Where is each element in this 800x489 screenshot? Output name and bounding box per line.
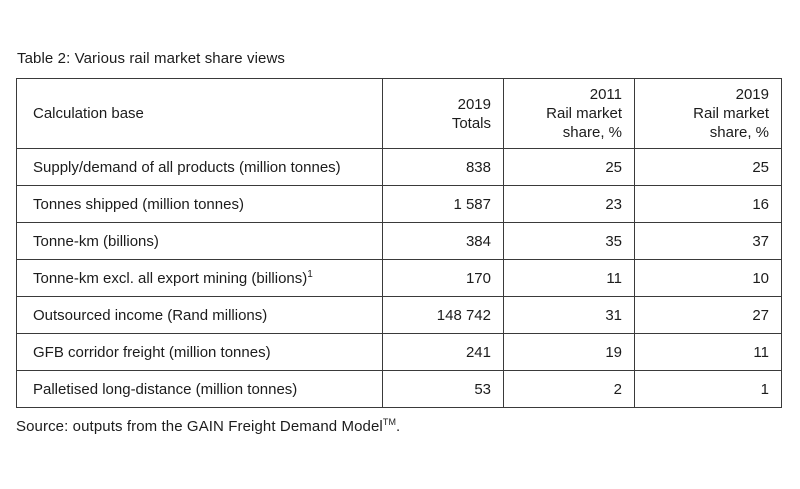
row-label-cell: GFB corridor freight (million tonnes) bbox=[16, 333, 383, 371]
footnote-marker: 1 bbox=[307, 268, 313, 280]
totals-2019-cell: 384 bbox=[382, 222, 504, 260]
table-row: Supply/demand of all products (million t… bbox=[16, 148, 782, 186]
share-2019-cell: 27 bbox=[634, 296, 782, 334]
table-caption: Table 2: Various rail market share views bbox=[17, 50, 285, 67]
totals-2019-cell: 241 bbox=[382, 333, 504, 371]
share-2019-cell: 11 bbox=[634, 333, 782, 371]
column-header-2011-rail-share: 2011 Rail market share, % bbox=[503, 78, 635, 149]
row-label: Palletised long-distance (million tonnes… bbox=[33, 380, 298, 398]
row-label-cell: Outsourced income (Rand millions) bbox=[16, 296, 383, 334]
share-2011-cell: 2 bbox=[503, 370, 635, 408]
table-row: Tonne-km excl. all export mining (billio… bbox=[16, 259, 782, 297]
table-row: Outsourced income (Rand millions) 148 74… bbox=[16, 296, 782, 334]
rail-market-share-table: Calculation base 2019 Totals 2011 Rail m… bbox=[16, 78, 782, 408]
share-2011-cell: 31 bbox=[503, 296, 635, 334]
row-label: Supply/demand of all products (million t… bbox=[33, 158, 341, 176]
totals-2019-cell: 170 bbox=[382, 259, 504, 297]
share-2011-cell: 23 bbox=[503, 185, 635, 223]
share-2011-cell: 25 bbox=[503, 148, 635, 186]
share-2019-cell: 10 bbox=[634, 259, 782, 297]
header-row: Calculation base 2019 Totals 2011 Rail m… bbox=[16, 78, 782, 149]
share-2019-cell: 1 bbox=[634, 370, 782, 408]
row-label-cell: Supply/demand of all products (million t… bbox=[16, 148, 383, 186]
row-label: Tonnes shipped (million tonnes) bbox=[33, 195, 244, 213]
source-text: Source: outputs from the GAIN Freight De… bbox=[16, 418, 383, 435]
table-row: Tonne-km (billions) 384 35 37 bbox=[16, 222, 782, 260]
row-label-cell: Palletised long-distance (million tonnes… bbox=[16, 370, 383, 408]
source-note: Source: outputs from the GAIN Freight De… bbox=[16, 417, 401, 436]
row-label: Tonne-km excl. all export mining (billio… bbox=[33, 269, 308, 287]
column-header-2019-totals: 2019 Totals bbox=[382, 78, 504, 149]
table-row: GFB corridor freight (million tonnes) 24… bbox=[16, 333, 782, 371]
share-2011-cell: 11 bbox=[503, 259, 635, 297]
totals-2019-cell: 53 bbox=[382, 370, 504, 408]
table-row: Palletised long-distance (million tonnes… bbox=[16, 370, 782, 408]
row-label-cell: Tonnes shipped (million tonnes) bbox=[16, 185, 383, 223]
row-label: Outsourced income (Rand millions) bbox=[33, 306, 268, 324]
row-label-cell: Tonne-km excl. all export mining (billio… bbox=[16, 259, 383, 297]
totals-2019-cell: 1 587 bbox=[382, 185, 504, 223]
column-header-2019-rail-share: 2019 Rail market share, % bbox=[634, 78, 782, 149]
trademark-superscript: TM bbox=[382, 417, 397, 427]
source-suffix: . bbox=[396, 418, 401, 435]
totals-2019-cell: 838 bbox=[382, 148, 504, 186]
row-label: Tonne-km (billions) bbox=[33, 232, 159, 250]
share-2019-cell: 37 bbox=[634, 222, 782, 260]
totals-2019-cell: 148 742 bbox=[382, 296, 504, 334]
share-2019-cell: 16 bbox=[634, 185, 782, 223]
share-2011-cell: 19 bbox=[503, 333, 635, 371]
row-label: GFB corridor freight (million tonnes) bbox=[33, 343, 271, 361]
column-header-calculation-base: Calculation base bbox=[16, 78, 383, 149]
table-row: Tonnes shipped (million tonnes) 1 587 23… bbox=[16, 185, 782, 223]
share-2011-cell: 35 bbox=[503, 222, 635, 260]
row-label-cell: Tonne-km (billions) bbox=[16, 222, 383, 260]
share-2019-cell: 25 bbox=[634, 148, 782, 186]
